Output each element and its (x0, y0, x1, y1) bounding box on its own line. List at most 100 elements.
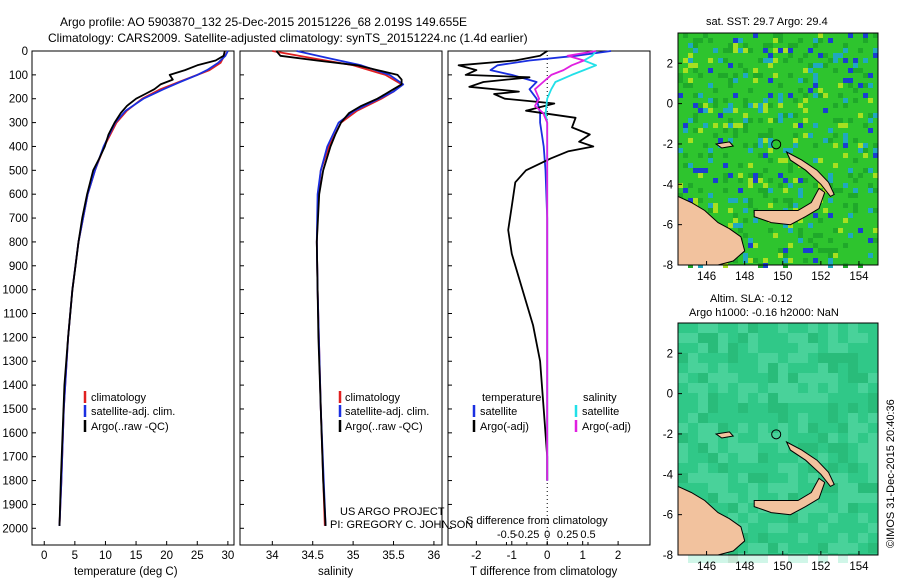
map-cell (773, 33, 778, 38)
map-cell (733, 108, 738, 113)
map-cell (728, 48, 733, 53)
map-frame (677, 32, 879, 266)
map-cell (718, 473, 728, 483)
map-cell (758, 423, 768, 433)
map-cell (843, 218, 848, 223)
map-cell (738, 173, 743, 178)
lat-tick-label: 2 (667, 348, 673, 360)
legend-label: satellite-adj. clim. (345, 406, 429, 418)
map-cell (848, 78, 853, 83)
map-cell (688, 553, 698, 563)
map-cell (838, 443, 848, 453)
lat-tick-label: 0 (667, 99, 673, 111)
map-cell (798, 533, 808, 543)
map-cell (768, 523, 778, 533)
map-cell (858, 333, 868, 343)
map-cell (778, 413, 788, 423)
map-cell (838, 533, 848, 543)
map-cell (693, 113, 698, 118)
map-cell (833, 103, 838, 108)
x-tick-label: 1 (579, 550, 585, 562)
difference-xlabel: T difference from climatology (470, 566, 617, 578)
map-cell (693, 43, 698, 48)
map-cell (788, 463, 798, 473)
map-cell (778, 423, 788, 433)
map-cell (798, 88, 803, 93)
map-cell (748, 258, 753, 263)
map-cell (703, 168, 708, 173)
map-cell (828, 433, 838, 443)
salinity-legend: climatology satellite-adj. clim. Argo(..… (338, 391, 429, 433)
map-cell (818, 158, 823, 163)
x-tick-label: 0 (41, 550, 47, 562)
map-cell (833, 143, 838, 148)
map-cell (748, 543, 758, 553)
map-cell (758, 188, 763, 193)
map-cell (813, 183, 818, 188)
map-cell (803, 118, 808, 123)
map-cell (693, 48, 698, 53)
map-cell (763, 193, 768, 198)
map-cell (873, 188, 878, 193)
series-line-satellite-adj-clim- (296, 50, 405, 526)
map-cell (758, 138, 763, 143)
map-cell (808, 503, 818, 513)
map-cell (768, 393, 778, 403)
map-cell (873, 33, 878, 38)
map-cell (848, 173, 853, 178)
map-cell (753, 178, 758, 183)
map-cell (748, 553, 758, 563)
map-cell (828, 253, 833, 258)
map-cell (858, 113, 863, 118)
map-cell (808, 383, 818, 393)
x-tick-label: 34.5 (302, 550, 324, 562)
map-cell (758, 118, 763, 123)
map-cell (693, 93, 698, 98)
map-cell (813, 213, 818, 218)
map-cell (748, 238, 753, 243)
map-cell (743, 128, 748, 133)
map-cell (763, 48, 768, 53)
map-cell (793, 178, 798, 183)
map-cell (808, 333, 818, 343)
map-cell (793, 123, 798, 128)
temperature-legend: climatology satellite-adj. clim. Argo(..… (83, 391, 175, 433)
map-cell (798, 423, 808, 433)
lon-tick-label: 146 (697, 271, 716, 283)
map-cell (688, 43, 693, 48)
map-cell (838, 53, 843, 58)
series-line-satellite-adj-clim- (58, 50, 229, 526)
map-cell (718, 363, 728, 373)
x-tick-label: 25 (191, 550, 204, 562)
map-cell (818, 363, 828, 373)
map-cell (858, 228, 863, 233)
map-cell (678, 373, 688, 383)
map-cell (678, 93, 683, 98)
map-cell (728, 223, 733, 228)
series-line-t-argo-adj- (457, 50, 595, 481)
map-cell (783, 258, 788, 263)
legend-label: satellite (480, 406, 517, 418)
map-cell (748, 243, 753, 248)
map-cell (808, 323, 818, 333)
map-cell (748, 118, 753, 123)
map-cell (853, 98, 858, 103)
map-cell (768, 53, 773, 58)
map-cell (768, 138, 773, 143)
map-cell (678, 333, 688, 343)
map-cell (868, 483, 878, 493)
map-cell (788, 168, 793, 173)
depth-tick-label: 1900 (2, 499, 28, 511)
map-cell (868, 493, 878, 503)
temperature-plot: 0 5 10 15 20 25 30 (41, 50, 234, 562)
map-cell (733, 223, 738, 228)
map-cell (708, 148, 713, 153)
sla-map-title-2: Argo h1000: -0.16 h2000: NaN (689, 307, 839, 319)
map-cell (843, 98, 848, 103)
map-cell (698, 38, 703, 43)
map-cell (823, 138, 828, 143)
map-cell (863, 123, 868, 128)
map-cell (683, 163, 688, 168)
map-cell (863, 148, 868, 153)
map-cell (828, 128, 833, 133)
